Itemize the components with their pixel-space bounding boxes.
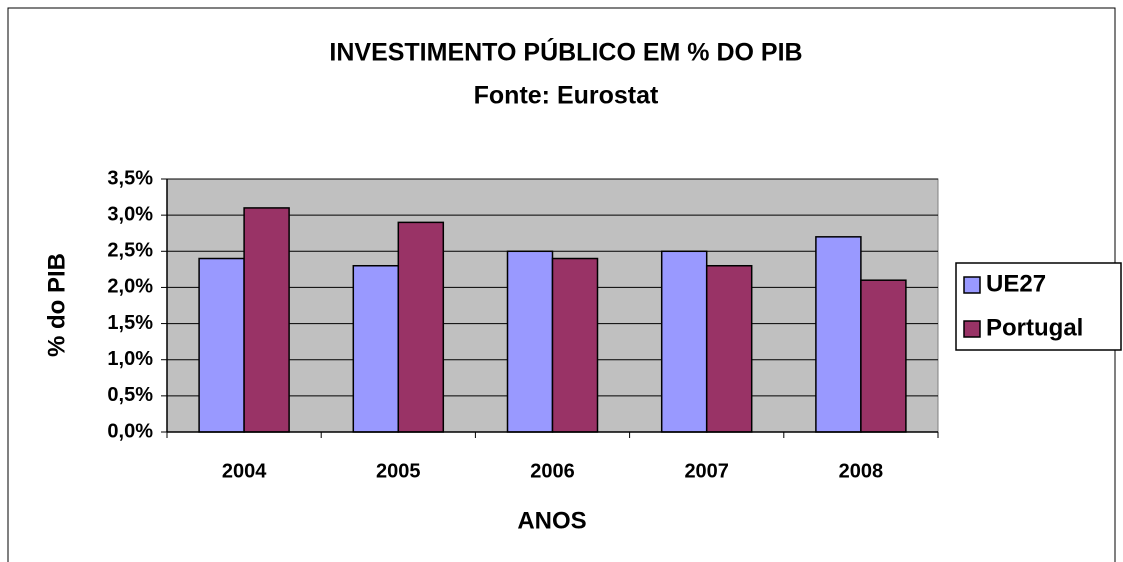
chart-subtitle: Fonte: Eurostat [474, 82, 659, 110]
bar [352, 264, 400, 433]
x-tick-label: 2008 [839, 460, 884, 482]
y-tick-label: 3,5% [107, 167, 153, 189]
x-tick-label: 2006 [530, 460, 575, 482]
bar [860, 279, 907, 433]
x-tick-label: 2007 [684, 460, 729, 482]
x-axis-label: ANOS [517, 507, 586, 534]
chart-title: INVESTIMENTO PÚBLICO EM % DO PIB [329, 37, 802, 67]
legend-box [955, 262, 1122, 351]
y-tick-label: 3,0% [107, 203, 153, 225]
x-tick-label: 2005 [376, 460, 421, 482]
y-tick-label: 0,5% [107, 384, 153, 406]
bar [198, 257, 245, 433]
y-tick-label: 1,0% [107, 348, 153, 370]
bar [551, 257, 599, 433]
bar [506, 250, 554, 433]
legend-label: Portugal [986, 314, 1083, 341]
bar [243, 207, 290, 433]
bar [705, 264, 753, 433]
legend-swatch [963, 276, 981, 294]
y-tick-label: 2,5% [107, 240, 153, 262]
y-tick-label: 2,0% [107, 276, 153, 298]
legend-swatch [963, 320, 981, 338]
legend-label: UE27 [986, 270, 1046, 297]
y-axis-label: % do PIB [43, 253, 70, 357]
bar [660, 250, 708, 433]
y-tick-label: 0,0% [107, 420, 153, 442]
y-tick-label: 1,5% [107, 312, 153, 334]
bar [815, 236, 862, 433]
x-tick-label: 2004 [222, 460, 267, 482]
bar [397, 221, 445, 433]
